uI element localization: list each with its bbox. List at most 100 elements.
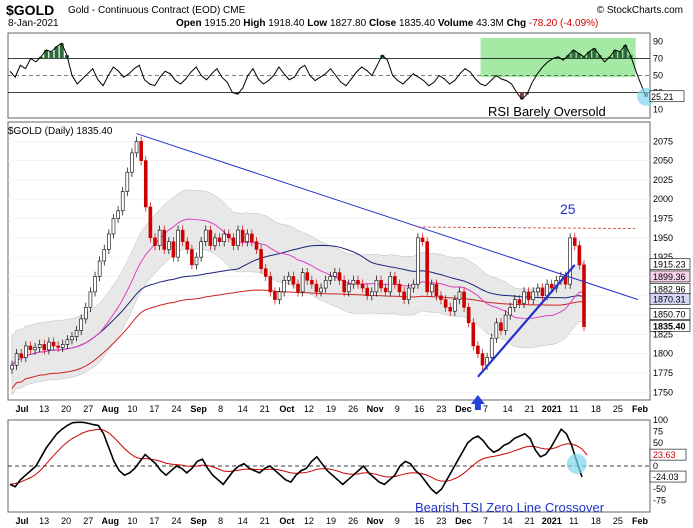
downtrend-line	[136, 133, 639, 301]
high-label: High	[243, 18, 266, 29]
price-x-tick-label: 17	[149, 404, 159, 414]
price-tick-label: 1800	[653, 349, 673, 359]
low-value: 1827.80	[330, 18, 367, 29]
candle-body	[79, 318, 83, 331]
rsi-tick-label: 50	[653, 71, 663, 81]
tsi-tick-label: -50	[653, 484, 666, 494]
candle-body	[97, 260, 102, 277]
cycle-count-label: 25	[560, 201, 576, 217]
price-x-tick-label: Oct	[279, 404, 294, 414]
price-value-box	[649, 258, 691, 270]
price-x-tick-label: 23	[436, 404, 446, 414]
rsi-last-value: 25.21	[651, 92, 674, 102]
candle-body	[268, 276, 273, 293]
candle-body	[203, 229, 208, 242]
candle-body	[388, 276, 393, 293]
price-x-tick-label: Aug	[102, 404, 120, 414]
icl-arrow-head	[470, 395, 485, 404]
candle-body	[503, 314, 508, 331]
candle-body	[319, 287, 323, 293]
low-label: Low	[307, 18, 328, 29]
candle-body	[153, 237, 157, 246]
price-x-tick-label: 2021	[542, 404, 562, 414]
brand-credit: © StockCharts.com	[596, 5, 683, 16]
price-value-label: 1882.96	[653, 285, 686, 295]
tsi-x-tick-label: Dec	[455, 516, 472, 526]
candle-body	[337, 272, 342, 281]
candle-body	[111, 218, 116, 235]
price-value-label: 1850.70	[653, 310, 686, 320]
candle-body	[448, 307, 453, 312]
candle-body	[489, 337, 494, 358]
price-x-tick-label: Sep	[190, 404, 207, 414]
candle-body	[397, 283, 402, 293]
tsi-x-tick-label: 21	[260, 516, 270, 526]
ma-mid-line	[11, 244, 585, 366]
price-x-tick-label: 11	[569, 404, 578, 414]
price-x-tick-label: Dec	[455, 404, 472, 414]
candle-body	[74, 330, 79, 337]
quote-summary: Open 1915.20 High 1918.40 Low 1827.80 Cl…	[176, 18, 598, 29]
tsi-value-box	[649, 448, 687, 461]
candle-body	[351, 280, 356, 285]
candle-body	[60, 344, 65, 348]
tsi-x-tick-label: Sep	[190, 516, 207, 526]
rsi-tick-label: 90	[653, 37, 663, 47]
candle-body	[416, 237, 420, 285]
price-x-tick-label: 19	[326, 404, 336, 414]
candle-body	[296, 283, 300, 293]
candle-body	[42, 344, 47, 351]
candle-body	[120, 191, 125, 212]
price-x-tick-label: 13	[39, 404, 49, 414]
open-label: Open	[176, 18, 202, 29]
candle-body	[549, 283, 554, 289]
tsi-line	[9, 421, 583, 495]
tsi-x-tick-label: 25	[613, 516, 623, 526]
candle-body	[102, 249, 107, 262]
tsi-x-tick-label: 12	[304, 516, 314, 526]
chg-value: -78.20 (-4.09%)	[528, 18, 599, 29]
tsi-value-label: -24.03	[653, 472, 679, 482]
high-value: 1918.40	[268, 18, 305, 29]
price-x-tick-label: 7	[483, 404, 488, 414]
price-x-tick-label: 14	[238, 404, 248, 414]
candle-body	[411, 283, 416, 289]
candle-body	[180, 229, 185, 242]
uptrend-line	[477, 264, 576, 378]
candle-body	[582, 264, 586, 327]
tsi-x-tick-label: 14	[503, 516, 513, 526]
candle-body	[217, 237, 222, 242]
tsi-annotation: Bearish TSI Zero Line Crossover	[415, 500, 605, 515]
candle-body	[277, 291, 282, 300]
price-x-tick-label: 27	[83, 404, 93, 414]
rsi-tick-label: 10	[653, 105, 663, 115]
candle-body	[310, 280, 314, 285]
tsi-x-tick-label: 17	[149, 516, 159, 526]
tsi-x-tick-label: Aug	[102, 516, 120, 526]
candle-body	[56, 345, 60, 348]
candle-body	[185, 241, 190, 250]
tsi-x-tick-label: Feb	[632, 516, 649, 526]
ticker-symbol: $GOLD	[6, 2, 55, 18]
price-value-label: 1899.36	[653, 272, 686, 282]
candle-body	[240, 229, 245, 242]
tsi-tick-label: -75	[653, 496, 666, 506]
candle-body	[93, 276, 97, 293]
candle-body	[517, 299, 522, 304]
candle-body	[420, 237, 425, 242]
candle-body	[540, 287, 545, 297]
candle-body	[125, 171, 130, 192]
instrument-description: Gold - Continuous Contract (EOD) CME	[68, 5, 246, 16]
candle-body	[134, 141, 139, 154]
tsi-x-tick-label: 13	[39, 516, 49, 526]
price-x-tick-label: 20	[61, 404, 71, 414]
tsi-tick-label: 75	[653, 427, 663, 437]
candle-body	[323, 280, 328, 289]
close-label: Close	[368, 18, 397, 29]
price-tick-label: 1750	[653, 387, 673, 397]
candle-body	[282, 280, 286, 293]
tsi-tick-label: 50	[653, 438, 663, 448]
candle-body	[531, 291, 536, 300]
candle-body	[222, 233, 226, 242]
candle-body	[443, 299, 448, 308]
